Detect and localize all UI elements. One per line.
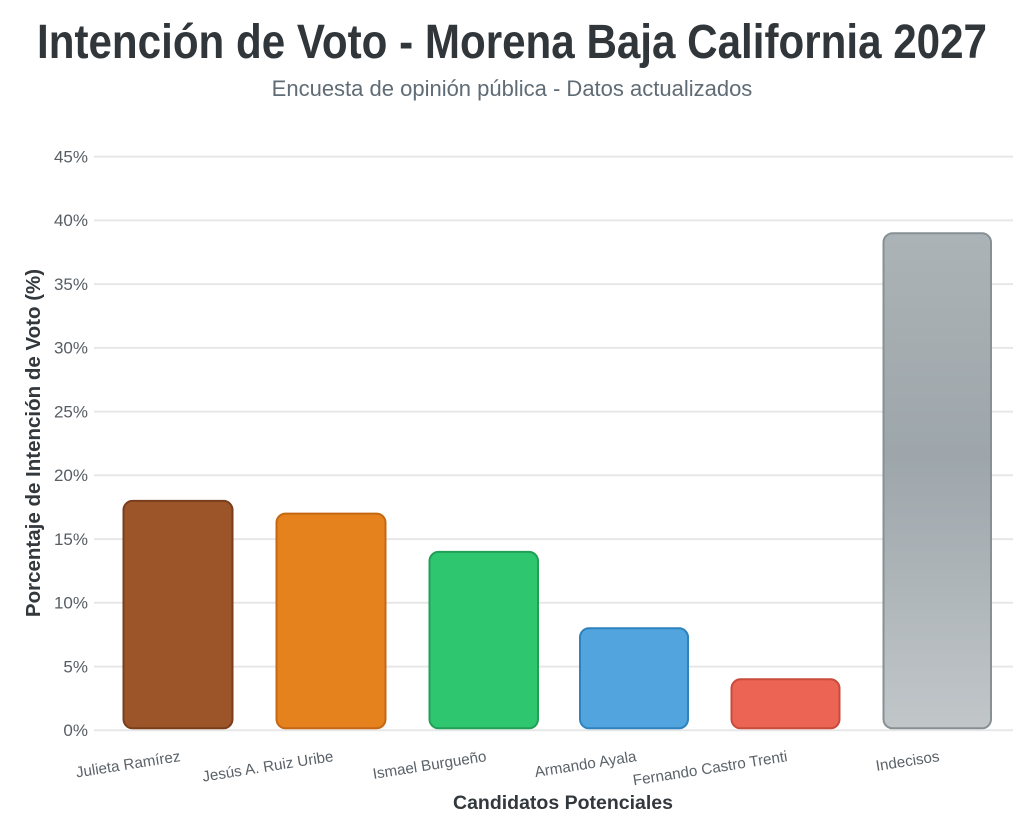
svg-text:25%: 25% xyxy=(54,402,88,421)
svg-text:10%: 10% xyxy=(54,594,88,613)
svg-text:30%: 30% xyxy=(54,339,88,358)
svg-text:5%: 5% xyxy=(63,657,88,676)
svg-text:Candidatos Potenciales: Candidatos Potenciales xyxy=(453,792,673,814)
svg-text:45%: 45% xyxy=(54,147,88,166)
svg-text:35%: 35% xyxy=(54,275,88,294)
svg-text:Encuesta de opinión pública -: Encuesta de opinión pública - Datos actu… xyxy=(272,76,753,101)
svg-text:0%: 0% xyxy=(63,721,88,740)
svg-text:20%: 20% xyxy=(54,466,88,485)
svg-text:40%: 40% xyxy=(54,211,88,230)
svg-text:Porcentaje de Intención de Vot: Porcentaje de Intención de Voto (%) xyxy=(22,269,45,617)
svg-text:Intención de Voto - Morena Baj: Intención de Voto - Morena Baja Californ… xyxy=(37,16,987,69)
svg-text:15%: 15% xyxy=(54,530,88,549)
